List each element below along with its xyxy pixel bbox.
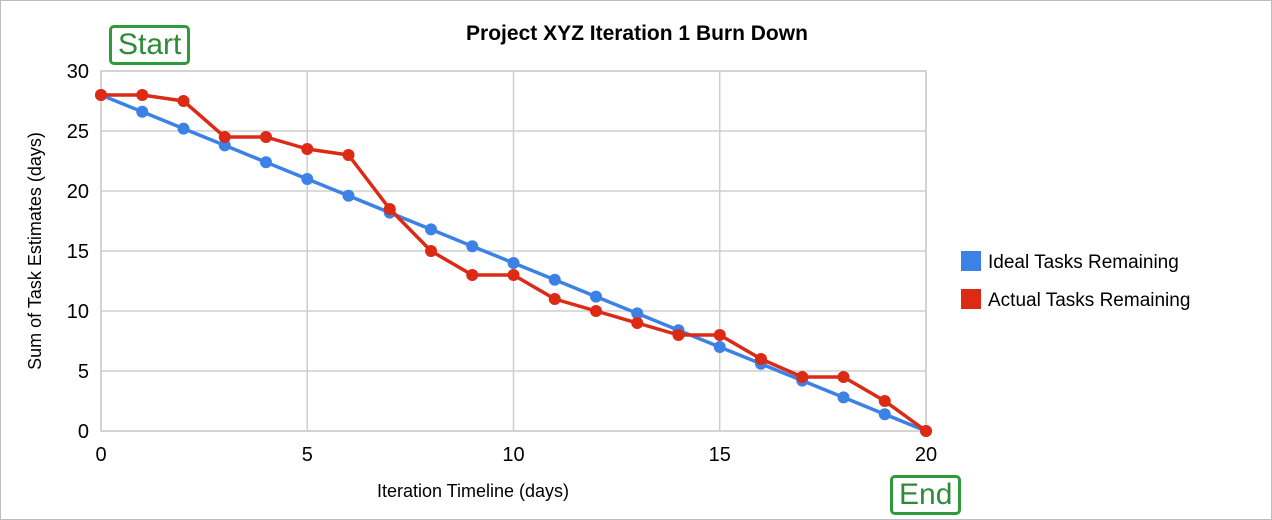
data-point [136, 105, 149, 118]
x-tick-label: 0 [95, 444, 106, 466]
data-point [466, 269, 479, 281]
data-point [548, 293, 561, 305]
legend-label: Actual Tasks Remaining [988, 290, 1190, 311]
y-tick-label: 0 [78, 421, 89, 443]
data-point [755, 353, 767, 365]
x-tick-label: 5 [302, 444, 313, 466]
y-axis-label: Sum of Task Estimates (days) [25, 132, 45, 370]
data-point [713, 341, 726, 353]
data-point [301, 173, 314, 185]
y-tick-label: 25 [67, 121, 89, 143]
data-point [837, 391, 850, 404]
data-point [218, 139, 231, 152]
data-point [920, 425, 932, 437]
data-point [342, 149, 355, 161]
y-tick-label: 10 [67, 301, 89, 323]
end-annotation: End [890, 475, 962, 515]
y-tick-label: 30 [67, 61, 89, 83]
data-point [837, 371, 850, 383]
data-point [383, 203, 396, 215]
data-point [218, 131, 231, 143]
x-tick-label: 15 [709, 444, 731, 466]
data-point [177, 122, 190, 135]
data-point [177, 95, 190, 107]
x-tick-label: 20 [915, 444, 937, 466]
start-annotation: Start [109, 25, 191, 65]
data-point [590, 305, 602, 317]
data-point [425, 223, 437, 236]
data-point [507, 257, 520, 269]
data-point [631, 317, 644, 329]
data-point [878, 395, 891, 407]
data-point [425, 245, 437, 257]
data-point [590, 290, 602, 303]
y-tick-label: 15 [67, 241, 89, 263]
data-point [672, 329, 685, 341]
data-point [713, 329, 726, 341]
data-point [260, 156, 272, 169]
x-axis-label: Iteration Timeline (days) [377, 481, 569, 501]
legend-label: Ideal Tasks Remaining [988, 252, 1179, 273]
data-point [796, 371, 809, 383]
data-point [301, 143, 314, 155]
data-point [631, 307, 644, 320]
data-point [136, 89, 149, 101]
data-point [342, 189, 355, 202]
data-point [878, 408, 891, 421]
legend-swatch [961, 289, 981, 309]
data-point [260, 131, 272, 143]
legend-swatch [961, 251, 981, 271]
x-tick-label: 10 [502, 444, 524, 466]
y-tick-label: 20 [67, 181, 89, 203]
data-point [507, 269, 520, 281]
data-point [548, 273, 561, 286]
y-tick-label: 5 [78, 361, 89, 383]
data-point [466, 240, 479, 253]
chart-title: Project XYZ Iteration 1 Burn Down [466, 22, 808, 45]
data-point [95, 89, 107, 101]
